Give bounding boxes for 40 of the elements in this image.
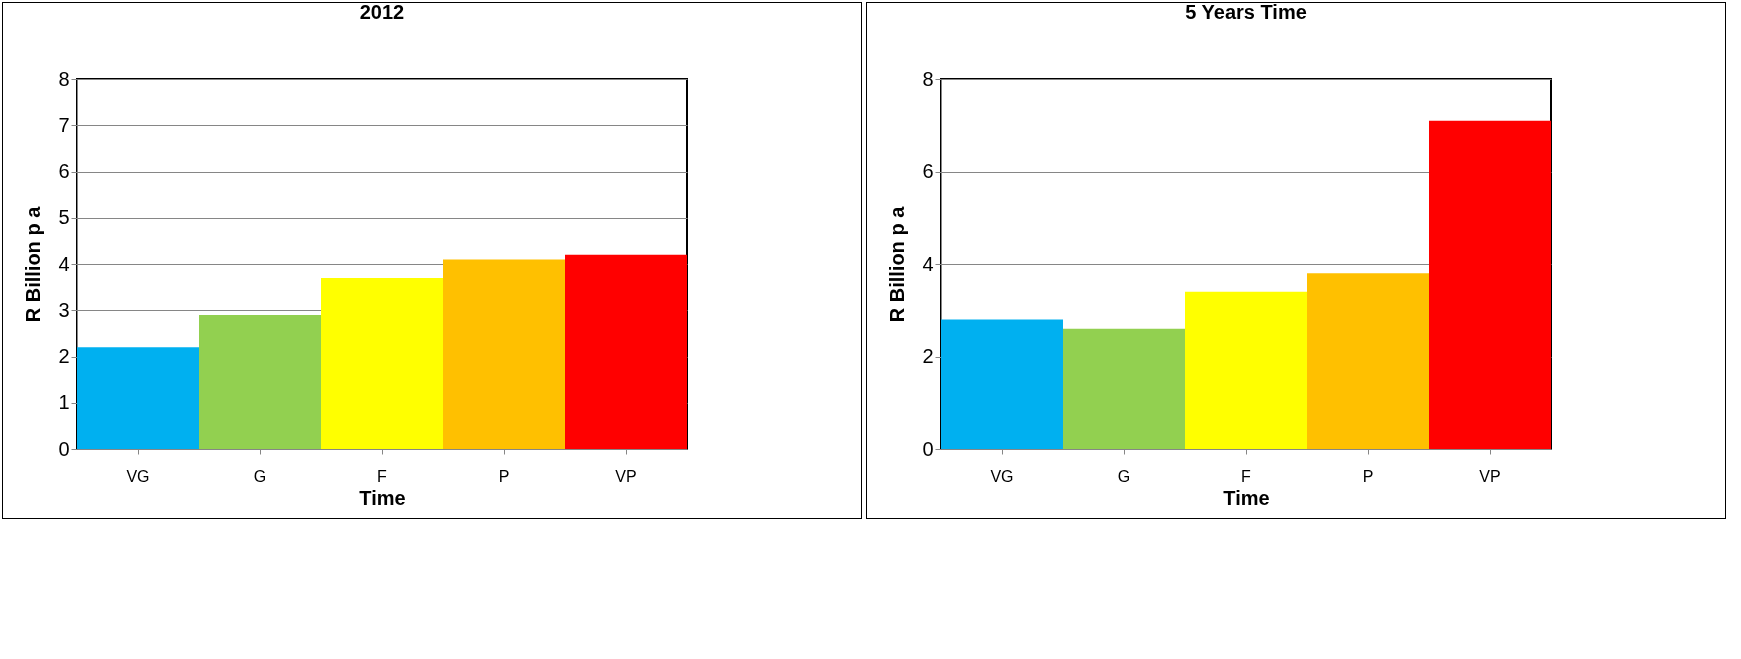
x-tick-label: F <box>1241 467 1252 485</box>
y-axis-title: R Billion p a <box>22 205 45 323</box>
y-tick-label: 4 <box>922 252 934 275</box>
x-tick-label: VG <box>126 467 150 485</box>
bar <box>77 347 199 449</box>
y-tick-label: 1 <box>58 391 70 414</box>
y-tick-label: 8 <box>922 67 934 90</box>
x-tick-label: VG <box>990 467 1014 485</box>
x-tick-label: P <box>498 467 510 485</box>
x-tick-label: G <box>1117 467 1131 485</box>
y-tick-label: 5 <box>58 206 70 229</box>
x-axis-title: Time <box>1223 486 1270 509</box>
y-tick-label: 4 <box>58 252 70 275</box>
x-tick-label: P <box>1362 467 1374 485</box>
bar <box>1185 291 1307 449</box>
bar <box>443 259 565 449</box>
x-tick-label: F <box>377 467 388 485</box>
y-axis-title: R Billion p a <box>886 205 909 323</box>
y-tick-label: 6 <box>58 160 70 182</box>
x-tick-label: VP <box>615 467 637 485</box>
x-axis-title: Time <box>359 486 406 509</box>
y-tick-label: 7 <box>58 113 70 136</box>
bar <box>565 254 687 449</box>
bar <box>199 314 321 449</box>
x-tick-label: VP <box>1479 467 1501 485</box>
y-tick-label: 2 <box>922 345 934 367</box>
chart-title: 5 Years Time <box>1185 1 1307 23</box>
bar <box>941 319 1063 449</box>
y-tick-label: 3 <box>58 298 70 321</box>
bar <box>1429 120 1551 449</box>
bar <box>321 277 443 449</box>
y-tick-label: 0 <box>58 437 70 460</box>
bar <box>1307 273 1429 449</box>
bar <box>1063 328 1185 449</box>
x-tick-label: G <box>253 467 267 485</box>
y-tick-label: 6 <box>922 160 934 182</box>
y-tick-label: 0 <box>922 437 934 460</box>
y-tick-label: 2 <box>58 345 70 367</box>
chart-title: 2012 <box>359 1 405 23</box>
y-tick-label: 8 <box>58 67 70 90</box>
